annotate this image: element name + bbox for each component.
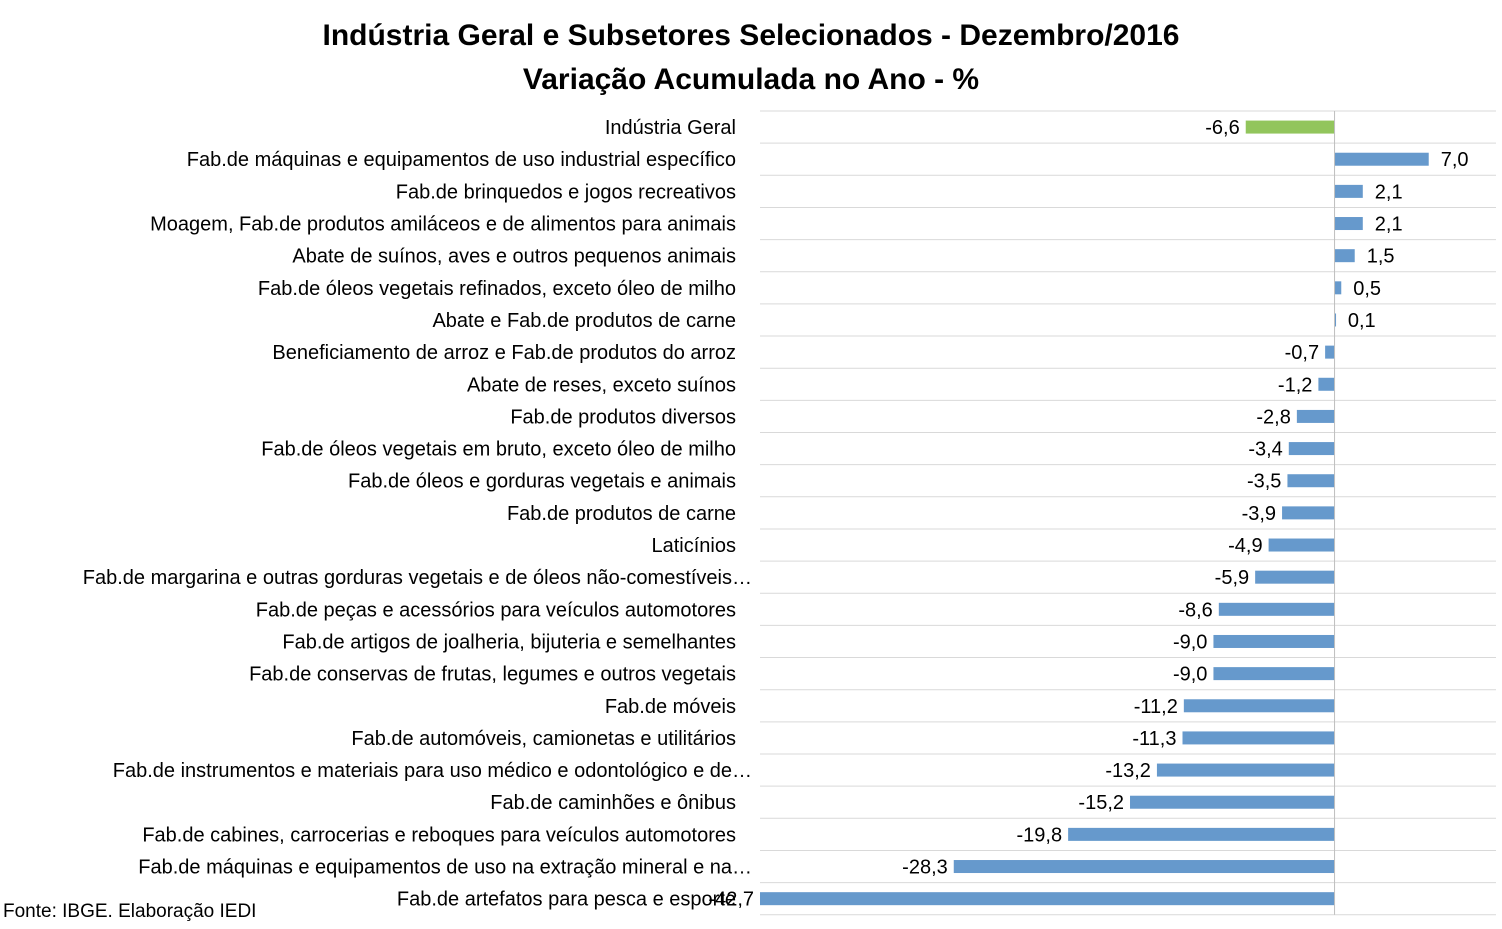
bar xyxy=(1334,313,1337,327)
bar xyxy=(1296,409,1335,423)
data-label: -13,2 xyxy=(1105,760,1151,782)
category-label: Fab.de máquinas e equipamentos de uso na… xyxy=(138,857,752,879)
bar xyxy=(1282,506,1335,520)
bar xyxy=(1334,184,1363,198)
data-label: -3,4 xyxy=(1248,439,1282,461)
category-label: Fab.de artefatos para pesca e esporte xyxy=(397,889,736,911)
category-label: Indústria Geral xyxy=(605,117,736,139)
data-label: -9,0 xyxy=(1173,664,1207,686)
data-label: 2,1 xyxy=(1375,214,1403,236)
category-label: Fab.de máquinas e equipamentos de uso in… xyxy=(187,149,736,171)
category-label: Abate de reses, exceto suínos xyxy=(467,374,736,396)
bar xyxy=(1334,249,1355,263)
category-label: Fab.de óleos vegetais em bruto, exceto ó… xyxy=(261,439,736,461)
bar xyxy=(1182,731,1335,745)
category-label: Fab.de caminhões e ônibus xyxy=(490,792,736,814)
bar xyxy=(1213,667,1335,681)
data-label: 1,5 xyxy=(1367,246,1395,268)
data-label: -4,9 xyxy=(1228,535,1262,557)
data-labels: -6,6 7,0 2,1 2,1 1,5 0,5 0,1 -0,7 -1,2 -2,8 -3,4 -3… xyxy=(708,117,1468,911)
data-label: -1,2 xyxy=(1278,374,1312,396)
data-label: -9,0 xyxy=(1173,631,1207,653)
bar xyxy=(1218,602,1335,616)
category-labels: Indústria Geral Fab.de máquinas e equipam… xyxy=(83,117,752,911)
data-label: -2,8 xyxy=(1256,406,1290,428)
category-label: Fab.de instrumentos e materiais para uso… xyxy=(113,760,752,782)
data-label: -11,2 xyxy=(1134,696,1178,718)
chart-title: Indústria Geral e Subsetores Selecionado… xyxy=(323,19,1180,52)
bar xyxy=(1255,570,1335,584)
category-label: Fab.de produtos de carne xyxy=(507,503,736,525)
data-label: -8,6 xyxy=(1178,599,1212,621)
bar xyxy=(1268,538,1335,552)
bar xyxy=(1325,345,1335,359)
bar xyxy=(1068,827,1335,841)
data-label: -11,3 xyxy=(1132,728,1176,750)
data-label: -3,9 xyxy=(1242,503,1276,525)
source-note: Fonte: IBGE. Elaboração IEDI xyxy=(3,901,256,922)
bar xyxy=(1245,120,1335,134)
gridlines xyxy=(760,110,1496,916)
bar xyxy=(1183,699,1335,713)
data-label: 0,1 xyxy=(1348,310,1376,332)
category-label: Beneficiamento de arroz e Fab.de produto… xyxy=(272,342,736,364)
category-label: Abate de suínos, aves e outros pequenos … xyxy=(292,246,736,268)
category-label: Fab.de conservas de frutas, legumes e ou… xyxy=(249,664,736,686)
category-label: Fab.de automóveis, camionetas e utilitár… xyxy=(351,728,736,750)
bar xyxy=(1287,474,1335,488)
data-label: -28,3 xyxy=(902,857,948,879)
category-label: Fab.de cabines, carrocerias e reboques p… xyxy=(142,824,736,846)
data-label: 0,5 xyxy=(1353,278,1381,300)
data-label: -5,9 xyxy=(1215,567,1249,589)
data-label: -42,7 xyxy=(708,889,754,911)
category-label: Laticínios xyxy=(652,535,737,557)
data-label: -3,5 xyxy=(1247,471,1281,493)
category-label: Fab.de margarina e outras gorduras veget… xyxy=(83,567,752,589)
bar xyxy=(1156,763,1335,777)
category-label: Fab.de produtos diversos xyxy=(510,406,736,428)
category-label: Moagem, Fab.de produtos amiláceos e de a… xyxy=(150,214,736,236)
chart-subtitle: Variação Acumulada no Ano - % xyxy=(523,63,979,96)
category-label: Fab.de óleos vegetais refinados, exceto … xyxy=(258,278,736,300)
category-label: Fab.de artigos de joalheria, bijuteria e… xyxy=(282,631,736,653)
bar xyxy=(1334,152,1429,166)
data-label: -19,8 xyxy=(1017,824,1063,846)
category-label: Fab.de óleos e gorduras vegetais e anima… xyxy=(348,471,736,493)
data-label: -6,6 xyxy=(1205,117,1239,139)
bar xyxy=(1130,795,1335,809)
bar xyxy=(1334,281,1342,295)
bar xyxy=(953,860,1335,874)
category-label: Fab.de peças e acessórios para veículos … xyxy=(256,599,736,621)
data-label: -15,2 xyxy=(1078,792,1124,814)
data-label: 2,1 xyxy=(1375,181,1403,203)
data-label: -0,7 xyxy=(1285,342,1319,364)
bar xyxy=(1334,217,1363,231)
bars xyxy=(760,120,1429,906)
category-label: Fab.de móveis xyxy=(605,696,736,718)
category-label: Fab.de brinquedos e jogos recreativos xyxy=(396,181,736,203)
bar xyxy=(1288,442,1335,456)
bar xyxy=(1318,377,1335,391)
data-label: 7,0 xyxy=(1441,149,1469,171)
bar xyxy=(760,892,1335,906)
bar xyxy=(1213,634,1335,648)
category-label: Abate e Fab.de produtos de carne xyxy=(432,310,736,332)
